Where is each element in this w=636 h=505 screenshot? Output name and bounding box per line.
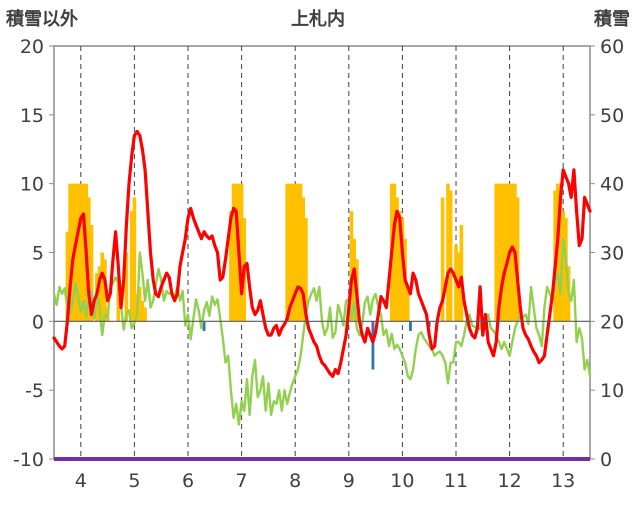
x-tick-label: 8 xyxy=(289,470,301,492)
bar-left-axis xyxy=(371,321,375,370)
bar-snow-depth xyxy=(349,211,354,322)
y-axis-right-label: 積雪 xyxy=(593,8,630,30)
x-tick-label: 5 xyxy=(128,470,140,492)
bar-snow-depth xyxy=(301,197,306,322)
x-tick-label: 13 xyxy=(551,470,575,492)
bar-snow-depth xyxy=(400,218,405,322)
bar-snow-depth xyxy=(140,300,145,322)
bar-snow-depth xyxy=(395,197,399,322)
y-right-tick-label: 30 xyxy=(600,243,624,265)
bar-snow-depth xyxy=(293,183,297,322)
bar-snow-depth xyxy=(285,183,289,322)
bar-snow-depth xyxy=(79,183,83,322)
bar-snow-depth xyxy=(405,286,410,322)
bar-snow-depth xyxy=(229,211,233,322)
bar-snow-depth xyxy=(288,183,292,322)
bar-snow-depth xyxy=(116,280,121,322)
bar-snow-depth xyxy=(68,183,72,322)
x-tick-label: 12 xyxy=(498,470,522,492)
bar-snow-depth xyxy=(304,218,308,322)
bar-snow-depth xyxy=(448,190,453,322)
y-right-tick-label: 50 xyxy=(600,105,624,127)
bar-snow-depth xyxy=(515,197,520,322)
bar-snow-depth xyxy=(502,183,507,322)
bar-snow-depth xyxy=(97,266,102,322)
bar-snow-depth xyxy=(234,183,239,322)
y-right-tick-label: 10 xyxy=(600,380,624,402)
x-tick-label: 4 xyxy=(75,470,87,492)
bar-snow-depth xyxy=(81,183,86,322)
bar-snow-depth xyxy=(561,211,565,322)
y-right-tick-label: 20 xyxy=(600,311,624,333)
bar-snow-depth xyxy=(100,252,105,322)
y-left-tick-label: 10 xyxy=(20,174,44,196)
y-left-tick-label: 15 xyxy=(20,105,44,127)
bar-snow-depth xyxy=(290,183,295,322)
bar-snow-depth xyxy=(440,197,445,322)
y-left-tick-label: 20 xyxy=(20,36,44,58)
y-left-tick-label: 0 xyxy=(32,311,44,333)
y-left-tick-label: 5 xyxy=(32,243,44,265)
bar-snow-depth xyxy=(137,286,142,322)
bar-snow-depth xyxy=(558,183,563,322)
bar-snow-depth xyxy=(87,197,91,322)
bar-snow-depth xyxy=(499,183,504,322)
bar-snow-depth xyxy=(397,211,402,322)
bar-snow-depth xyxy=(76,183,80,322)
y-left-tick-label: -10 xyxy=(13,449,44,471)
bar-snow-depth xyxy=(143,307,147,322)
bar-snow-depth xyxy=(65,231,70,322)
bar-snow-depth xyxy=(89,224,94,322)
x-tick-label: 11 xyxy=(444,470,468,492)
bar-snow-depth xyxy=(124,252,129,322)
bar-snow-depth xyxy=(239,183,244,322)
bar-left-axis xyxy=(409,321,412,331)
y-right-tick-label: 60 xyxy=(600,36,624,58)
bar-snow-depth xyxy=(446,183,450,322)
bar-snow-depth xyxy=(129,211,134,322)
bar-snow-depth xyxy=(497,183,501,322)
x-tick-label: 7 xyxy=(236,470,248,492)
chart-title: 上札内 xyxy=(291,8,345,30)
bar-snow-depth xyxy=(510,183,515,322)
line-series-red xyxy=(52,129,592,378)
bar-snow-depth xyxy=(231,183,236,322)
x-tick-label: 10 xyxy=(390,470,414,492)
bar-snow-depth xyxy=(392,183,397,322)
x-tick-label: 9 xyxy=(343,470,355,492)
y-axis-left-label: 積雪以外 xyxy=(5,8,78,30)
bar-left-axis xyxy=(202,321,206,331)
bar-snow-depth xyxy=(505,183,509,322)
bar-snow-depth xyxy=(494,183,498,322)
y-left-tick-label: -5 xyxy=(25,380,44,402)
y-right-tick-label: 0 xyxy=(600,449,612,471)
y-right-tick-label: 40 xyxy=(600,174,624,196)
bar-snow-depth xyxy=(296,183,300,322)
bar-snow-depth xyxy=(459,224,464,322)
bar-snow-depth xyxy=(298,183,303,322)
x-tick-label: 6 xyxy=(182,470,194,492)
bar-snow-depth xyxy=(132,197,137,322)
